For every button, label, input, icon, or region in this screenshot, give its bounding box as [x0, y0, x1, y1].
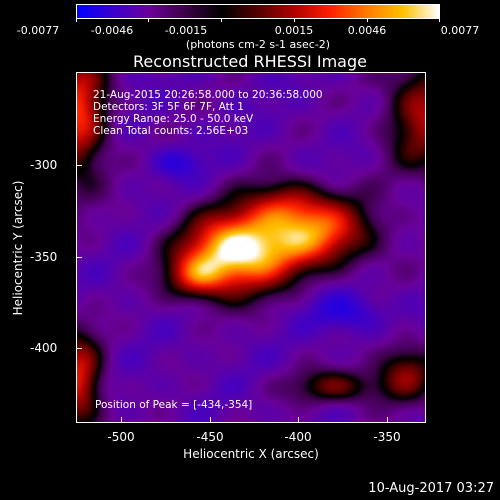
- info-energy: Energy Range: 25.0 - 50.0 keV: [93, 113, 254, 125]
- info-detectors: Detectors: 3F 5F 6F 7F, Att 1: [93, 101, 244, 113]
- x-tick-mark: [298, 417, 299, 423]
- colorbar-tick: [367, 18, 368, 22]
- colorbar-tick: [76, 18, 77, 22]
- y-tick-mark: [76, 165, 82, 166]
- colorbar-units: (photons cm-2 s-1 asec-2): [185, 38, 331, 51]
- info-peak: Position of Peak = [-434,-354]: [95, 399, 253, 411]
- x-tick-mark: [210, 417, 211, 423]
- x-tick-label: -450: [196, 430, 224, 444]
- x-tick-mark: [387, 417, 388, 423]
- y-tick-mark: [76, 257, 82, 258]
- colorbar-tick: [148, 18, 149, 22]
- info-time: 21-Aug-2015 20:26:58.000 to 20:36:58.000: [93, 89, 323, 101]
- y-tick-label: -400: [30, 341, 58, 355]
- x-axis-label: Heliocentric X (arcsec): [183, 447, 319, 461]
- y-axis-label: Heliocentric Y (arcsec): [11, 180, 25, 316]
- x-tick-label: -350: [373, 430, 401, 444]
- colorbar-tick: [221, 18, 222, 22]
- x-tick-label: -500: [107, 430, 135, 444]
- colorbar-label: 0.0046: [347, 24, 387, 37]
- timestamp-footer: 10-Aug-2017 03:27: [368, 481, 494, 496]
- image-plot: 21-Aug-2015 20:26:58.000 to 20:36:58.000…: [76, 72, 426, 423]
- y-tick-label: -350: [30, 250, 58, 264]
- colorbar-label: 0.0015: [274, 24, 314, 37]
- plot-title: Reconstructed RHESSI Image: [133, 52, 367, 71]
- rhessi-image: [77, 73, 425, 422]
- colorbar-label: -0.0046: [90, 24, 134, 37]
- x-tick-mark: [121, 417, 122, 423]
- y-tick-mark: [76, 348, 82, 349]
- info-clean: Clean Total counts: 2.56E+03: [93, 125, 249, 137]
- x-tick-label: -400: [284, 430, 312, 444]
- colorbar-label: -0.0015: [164, 24, 208, 37]
- colorbar: [76, 4, 440, 19]
- colorbar-tick: [294, 18, 295, 22]
- colorbar-label: -0.0077: [16, 24, 60, 37]
- colorbar-label: 0.0077: [440, 24, 480, 37]
- colorbar-tick: [439, 18, 440, 22]
- y-tick-label: -300: [30, 158, 58, 172]
